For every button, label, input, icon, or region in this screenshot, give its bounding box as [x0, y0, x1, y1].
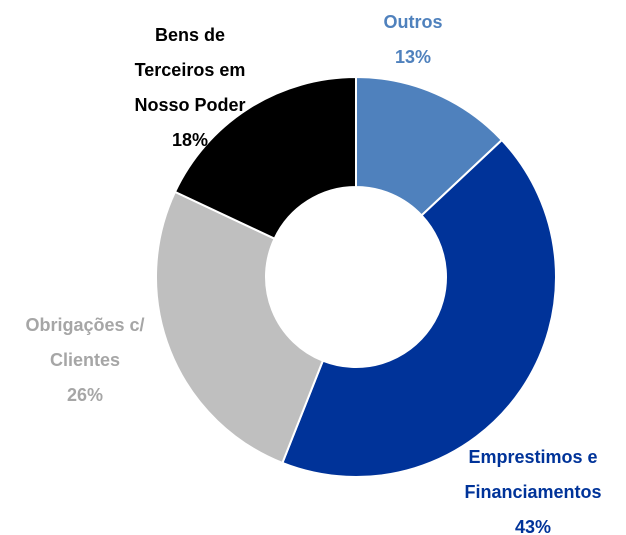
value-label: 18% [171, 130, 209, 150]
slice-label: Outros 13% [338, 5, 488, 75]
donut-slice [155, 190, 325, 465]
value-label: 43% [514, 517, 552, 535]
value-label: 26% [66, 385, 104, 405]
donut-slice [173, 75, 357, 241]
slice-label: Bens de Terceiros em Nosso Poder 18% [115, 18, 265, 158]
category-name: Outros [383, 12, 443, 32]
donut-slice [281, 138, 557, 478]
slice-label: Obrigações c/ Clientes 26% [5, 308, 165, 413]
category-name: Emprestimos e Financiamentos [464, 447, 602, 502]
category-name: Bens de Terceiros em Nosso Poder [134, 25, 246, 115]
category-name: Obrigações c/ Clientes [25, 315, 145, 370]
slice-label: Emprestimos e Financiamentos 43% [443, 440, 623, 535]
value-label: 13% [394, 47, 432, 67]
